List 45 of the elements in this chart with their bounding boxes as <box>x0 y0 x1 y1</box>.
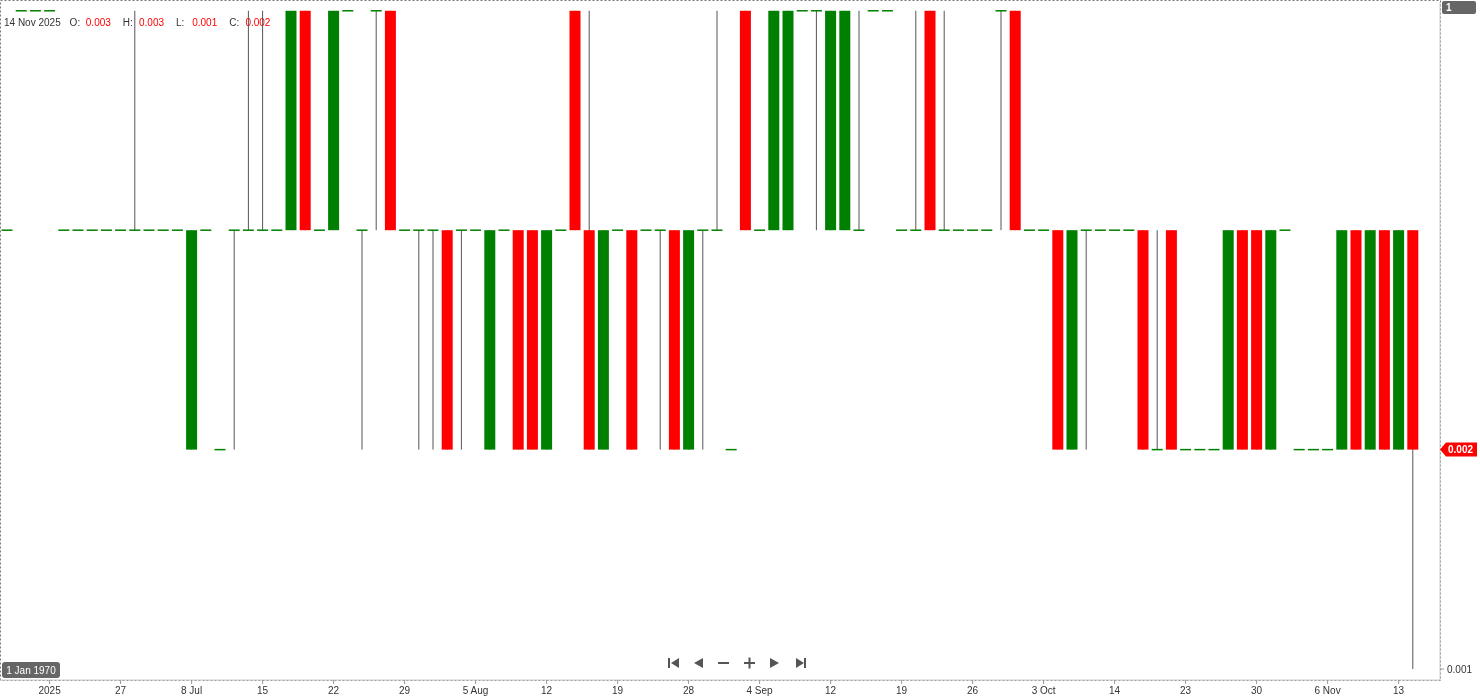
candlestick <box>1080 229 1092 451</box>
x-tick-label: 14 <box>1109 685 1121 696</box>
annotation: 0.001 <box>192 17 218 28</box>
candlestick <box>995 10 1007 231</box>
x-tick-label: 5 Aug <box>462 685 489 696</box>
x-tick-label: 27 <box>115 685 127 696</box>
annotation: O: <box>69 17 81 28</box>
x-tick-label: 22 <box>328 685 340 696</box>
candlestick <box>711 10 723 231</box>
candlestick <box>413 229 425 451</box>
candlestick <box>697 229 709 451</box>
x-tick-label: 13 <box>1393 685 1405 696</box>
x-tick-label: 12 <box>541 685 553 696</box>
annotation: 0.003 <box>85 17 112 28</box>
text: 1 <box>1446 2 1452 13</box>
candlestick <box>356 229 368 451</box>
x-tick-label: 26 <box>967 685 979 696</box>
candlestick <box>654 229 666 451</box>
x-tick-label: 15 <box>257 685 269 696</box>
candlestick <box>810 10 822 231</box>
x-tick-label: 29 <box>399 685 411 696</box>
annotation: H: <box>122 17 133 28</box>
x-tick-label: 28 <box>683 685 695 696</box>
x-tick-label: 19 <box>896 685 908 696</box>
annotation: C: <box>229 17 240 28</box>
candlestick <box>228 229 240 451</box>
candlestick <box>370 10 382 231</box>
x-tick-label: 30 <box>1251 685 1263 696</box>
x-tick-label: 19 <box>612 685 624 696</box>
candlestick <box>853 10 865 231</box>
annotation: L: <box>176 17 185 28</box>
x-tick-label: 3 Oct <box>1031 685 1056 696</box>
candlestick <box>910 10 922 231</box>
candlestick <box>427 229 439 451</box>
text: 14 Nov 2025 <box>4 17 62 28</box>
x-tick-label: 8 Jul <box>181 685 203 696</box>
x-tick-label: 6 Nov <box>1314 685 1341 696</box>
x-tick-label: 12 <box>825 685 837 696</box>
candlestick <box>938 10 950 231</box>
annotation: 1 Jan 1970 <box>6 665 57 676</box>
x-tick-label: 23 <box>1180 685 1192 696</box>
candlestick <box>455 229 467 451</box>
x-tick-label: 4 Sep <box>746 685 774 696</box>
annotation: 0.003 <box>139 17 165 28</box>
x-tick-label: 2025 <box>38 685 62 696</box>
